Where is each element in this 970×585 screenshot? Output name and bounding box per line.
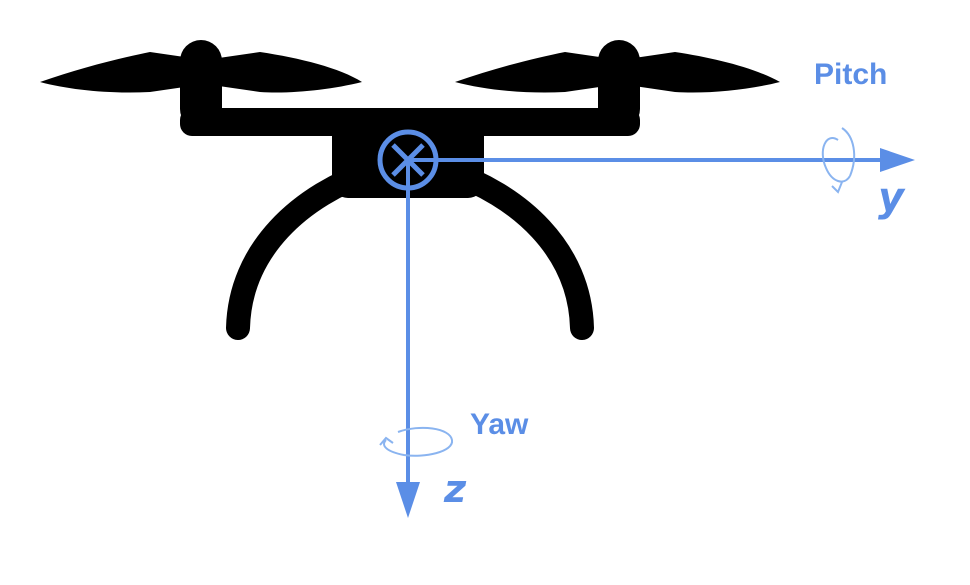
y-axis-label: y (878, 175, 905, 221)
pitch-label: Pitch (814, 58, 888, 91)
yaw-rotation-icon (379, 426, 453, 457)
left-motor-post (180, 40, 222, 130)
right-landing-leg (433, 158, 594, 340)
right-motor-post (598, 40, 640, 130)
z-axis-arrowhead (396, 482, 420, 518)
y-axis-arrowhead (880, 148, 915, 172)
axes (377, 129, 915, 518)
origin-cross-icon (377, 129, 439, 191)
left-landing-leg (226, 158, 387, 340)
yaw-label: Yaw (470, 408, 529, 441)
z-axis-label: z (444, 467, 467, 511)
pitch-rotation-icon (821, 127, 856, 194)
